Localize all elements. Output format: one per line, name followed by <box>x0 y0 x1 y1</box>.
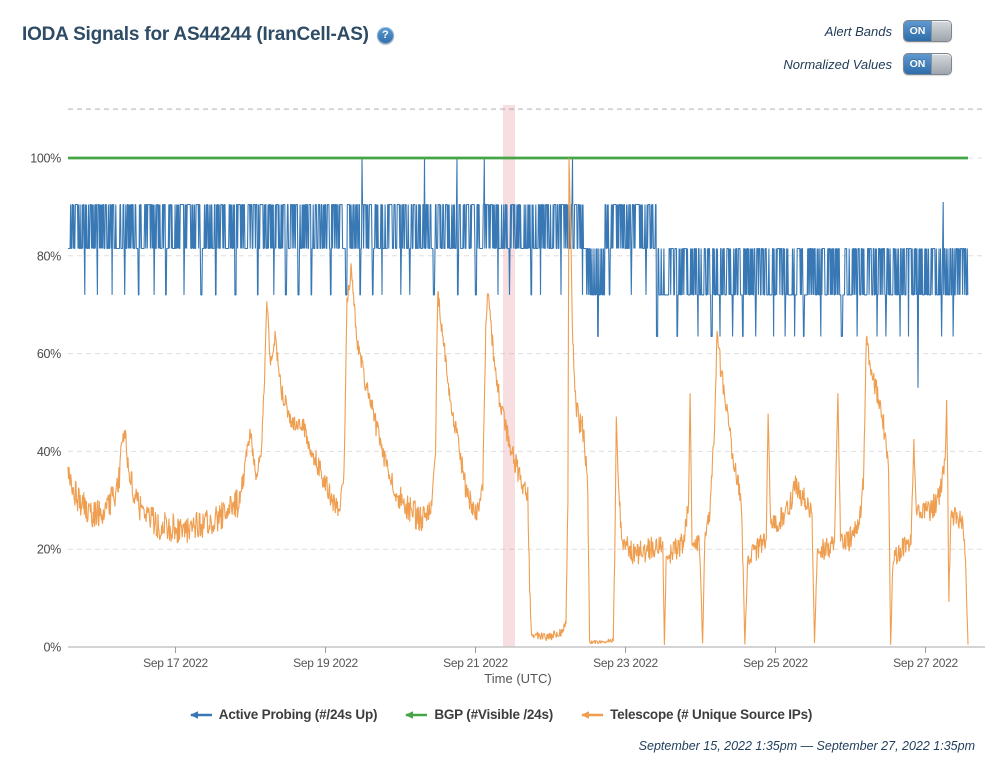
page-title: IODA Signals for AS44244 (IranCell-AS) <box>22 24 369 45</box>
active-probing-legend-marker-icon <box>189 710 212 719</box>
x-axis-tick-label: Sep 17 2022 <box>143 656 208 670</box>
alert-bands-label: Alert Bands <box>824 23 892 39</box>
y-axis-tick-label: 100% <box>30 152 61 166</box>
x-axis-tick-label: Sep 27 2022 <box>893 656 958 670</box>
normalized-values-label: Normalized Values <box>783 56 892 72</box>
telescope-series[interactable] <box>67 157 969 646</box>
bgp-legend-marker-icon <box>405 710 428 719</box>
telescope-legend-marker-icon <box>581 710 604 719</box>
legend-item-bgp[interactable]: BGP (#Visible /24s) <box>403 707 553 722</box>
y-axis-tick-label: 20% <box>37 543 61 557</box>
y-axis-tick-label: 60% <box>37 347 61 361</box>
time-range-label: September 15, 2022 1:35pm — September 27… <box>638 739 975 753</box>
x-axis-tick-label: Sep 25 2022 <box>743 656 808 670</box>
y-axis-tick-label: 80% <box>37 249 61 263</box>
gridlines <box>68 108 985 550</box>
legend-label: Telescope (# Unique Source IPs) <box>610 707 813 722</box>
series-group <box>67 156 969 646</box>
alert-bands-toggle-row: Alert Bands ON <box>825 20 952 42</box>
normalized-values-toggle-state: ON <box>904 54 931 74</box>
x-axis-title: Time (UTC) <box>484 671 551 686</box>
axes: 0% 20% 40% 60% 80% 100% Sep 17 2022 Sep 19 2022… <box>30 152 985 686</box>
toggles: Alert Bands ON Normalized Values ON <box>783 20 952 75</box>
alert-bands-toggle-state: ON <box>904 21 931 41</box>
x-axis-tick-label: Sep 21 2022 <box>443 656 508 670</box>
y-axis-tick-label: 0% <box>44 641 62 655</box>
legend-item-active-probing[interactable]: Active Probing (#/24s Up) <box>188 707 378 722</box>
normalized-values-toggle-row: Normalized Values ON <box>783 53 952 75</box>
legend-label: Active Probing (#/24s Up) <box>218 707 378 722</box>
help-icon[interactable]: ? <box>376 26 394 44</box>
x-axis-tick-label: Sep 19 2022 <box>293 656 358 670</box>
legend-item-telescope[interactable]: Telescope (# Unique Source IPs) <box>579 707 812 722</box>
y-axis-tick-label: 40% <box>37 445 61 459</box>
active-probing-series[interactable] <box>68 157 969 388</box>
normalized-values-toggle[interactable]: ON <box>903 53 952 75</box>
header: IODA Signals for AS44244 (IranCell-AS) ? <box>22 24 394 46</box>
chart-legend: Active Probing (#/24s Up) BGP (#Visible /… <box>0 707 1000 722</box>
x-axis-tick-label: Sep 23 2022 <box>593 656 658 670</box>
legend-label: BGP (#Visible /24s) <box>434 707 554 722</box>
toggle-knob-icon <box>931 21 951 41</box>
alert-bands-toggle[interactable]: ON <box>903 20 952 42</box>
toggle-knob-icon <box>931 54 951 74</box>
alert-band <box>503 105 515 647</box>
